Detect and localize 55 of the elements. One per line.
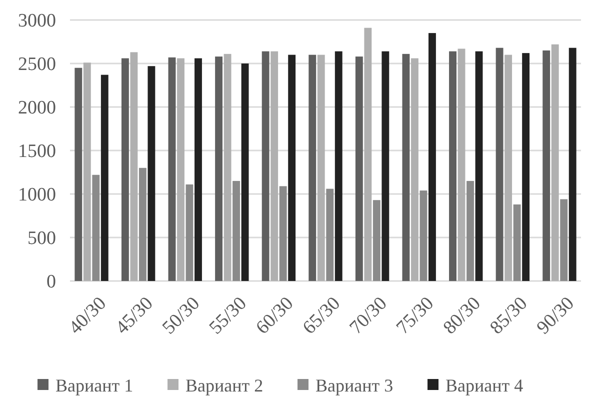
bar	[504, 54, 512, 281]
bar	[92, 174, 100, 281]
bar	[288, 54, 296, 281]
bar	[420, 190, 428, 281]
bar	[83, 62, 91, 281]
bar	[148, 66, 156, 281]
bar	[100, 74, 108, 281]
legend-label: Вариант 1	[56, 375, 134, 396]
legend-label: Вариант 3	[316, 375, 394, 396]
y-tick-label: 2500	[18, 54, 56, 76]
y-tick-label: 0	[46, 272, 56, 293]
bar	[449, 51, 456, 281]
bar	[168, 57, 176, 281]
bar	[121, 58, 129, 281]
bar	[560, 199, 568, 281]
y-tick-label: 500	[28, 228, 56, 250]
bar	[551, 44, 559, 281]
bar	[232, 180, 240, 281]
bar	[224, 54, 232, 281]
bar	[402, 54, 410, 281]
bar	[428, 33, 436, 281]
bar	[262, 51, 270, 281]
y-tick-label: 2000	[18, 98, 56, 119]
bar	[568, 48, 576, 281]
bar	[317, 54, 325, 281]
bar	[513, 204, 521, 281]
bar	[458, 48, 466, 281]
bar	[177, 58, 184, 281]
bar	[186, 184, 194, 281]
bar	[522, 53, 530, 281]
bar	[382, 51, 390, 281]
legend-label: Вариант 2	[186, 375, 264, 396]
bar	[355, 56, 363, 281]
bar	[241, 64, 249, 281]
bar	[475, 51, 483, 281]
bar	[334, 51, 342, 281]
bar	[410, 58, 418, 281]
bar	[466, 180, 474, 281]
bar	[215, 56, 223, 281]
bar	[130, 52, 138, 281]
y-tick-label: 1000	[18, 184, 56, 206]
bar	[372, 200, 380, 281]
bar	[496, 48, 504, 281]
bar	[270, 51, 278, 281]
bar	[364, 28, 372, 281]
bar	[279, 186, 287, 281]
bar	[308, 54, 316, 281]
bar	[138, 168, 146, 281]
legend-label: Вариант 4	[446, 375, 524, 396]
y-tick-label: 1500	[18, 141, 56, 162]
bar	[74, 68, 82, 281]
bar	[326, 188, 334, 281]
y-tick-label: 3000	[18, 10, 56, 32]
bar	[194, 58, 202, 281]
bar	[542, 50, 550, 281]
